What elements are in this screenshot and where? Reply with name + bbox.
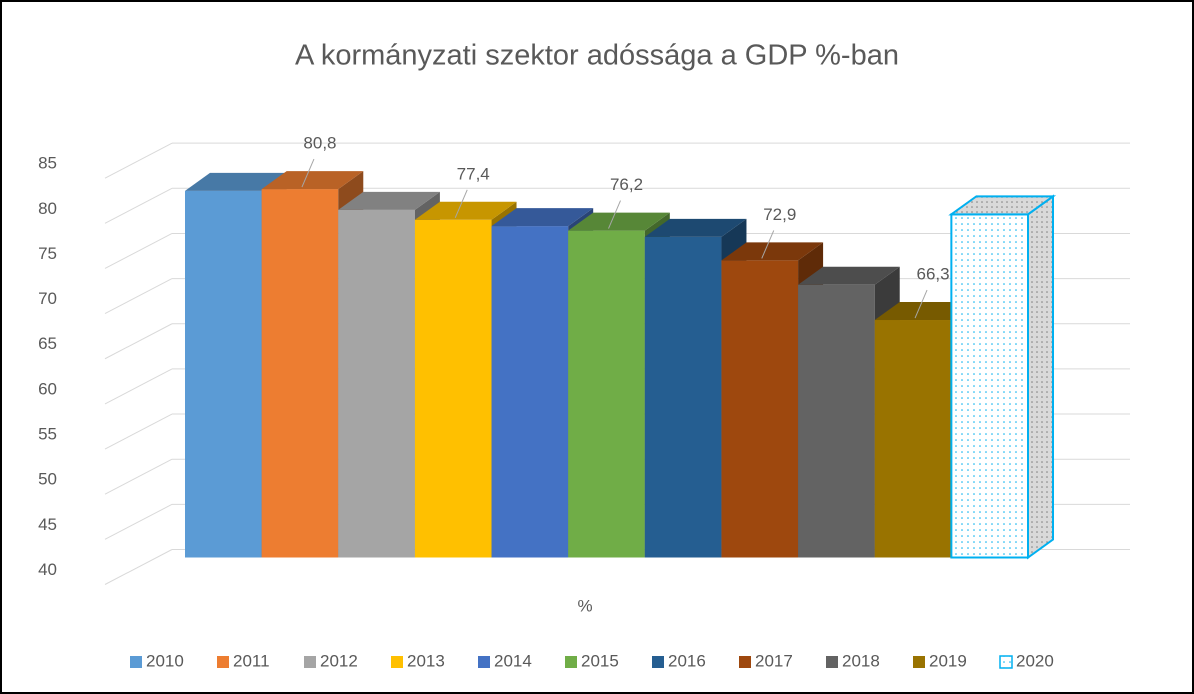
leader-line bbox=[608, 200, 621, 229]
legend-label: 2014 bbox=[494, 651, 532, 670]
legend-label: 2018 bbox=[842, 651, 880, 670]
legend-swatch bbox=[913, 656, 925, 668]
y-tick-label: 60 bbox=[38, 379, 57, 398]
bar-front bbox=[721, 260, 799, 558]
bar-top bbox=[568, 212, 670, 231]
bar-front bbox=[261, 189, 339, 558]
legend-swatch bbox=[826, 656, 838, 668]
legend-label: 2012 bbox=[320, 651, 358, 670]
bar-front bbox=[950, 213, 1030, 559]
x-category-label: % bbox=[577, 596, 592, 615]
leader-line bbox=[301, 158, 315, 188]
legend-swatch bbox=[478, 656, 490, 668]
legend-swatch bbox=[304, 656, 316, 668]
bar-top bbox=[414, 201, 517, 220]
data-label: 80,8 bbox=[303, 134, 336, 153]
legend-label: 2010 bbox=[146, 651, 184, 670]
y-tick-label: 80 bbox=[38, 199, 57, 218]
bar-top bbox=[798, 266, 900, 285]
legend-label: 2015 bbox=[581, 651, 619, 670]
grid-line bbox=[104, 233, 173, 269]
grid-line bbox=[104, 323, 173, 360]
bar-front bbox=[874, 320, 952, 558]
legend-swatch bbox=[565, 656, 577, 668]
y-tick-label: 75 bbox=[38, 244, 57, 263]
grid-line bbox=[104, 503, 173, 540]
bar-front bbox=[185, 190, 262, 558]
bar-top bbox=[491, 208, 594, 227]
data-label: 66,3 bbox=[916, 264, 949, 283]
grid-line bbox=[104, 278, 173, 315]
grid-line bbox=[104, 549, 173, 585]
bar-top bbox=[338, 191, 440, 210]
bar-top bbox=[261, 171, 364, 190]
grid-line bbox=[104, 458, 173, 495]
y-tick-label: 45 bbox=[38, 515, 57, 534]
y-tick-label: 70 bbox=[38, 289, 57, 308]
leader-line bbox=[454, 189, 468, 218]
legend-label: 2017 bbox=[755, 651, 793, 670]
legend-label: 2013 bbox=[407, 651, 445, 670]
bar-top bbox=[185, 172, 287, 191]
bar-front bbox=[338, 209, 415, 558]
data-label: 77,4 bbox=[457, 164, 490, 183]
legend-swatch bbox=[652, 656, 664, 668]
bar-front bbox=[798, 284, 875, 558]
legend-label: 2019 bbox=[929, 651, 967, 670]
leader-line bbox=[914, 289, 928, 319]
grid-line bbox=[104, 413, 173, 450]
legend-swatch bbox=[130, 656, 142, 668]
bar-top bbox=[644, 218, 747, 237]
legend-swatch bbox=[217, 656, 229, 668]
legend-label: 2020 bbox=[1016, 651, 1054, 670]
bar-top bbox=[948, 195, 1057, 216]
legend-swatch bbox=[739, 656, 751, 668]
legend-swatch bbox=[999, 655, 1013, 669]
legend-label: 2011 bbox=[233, 651, 270, 670]
bar-top bbox=[721, 242, 824, 261]
legend-swatch bbox=[391, 656, 403, 668]
bar-front bbox=[491, 226, 569, 558]
y-tick-label: 40 bbox=[38, 560, 57, 579]
data-label: 76,2 bbox=[610, 175, 643, 194]
y-tick-label: 55 bbox=[38, 425, 57, 444]
grid-line bbox=[104, 368, 173, 405]
data-label: 72,9 bbox=[763, 205, 796, 224]
grid-line bbox=[104, 187, 173, 224]
bar-front bbox=[644, 236, 722, 558]
chart-title: A kormányzati szektor adóssága a GDP %-b… bbox=[295, 40, 899, 72]
leader-line bbox=[761, 230, 775, 259]
bar-side bbox=[1027, 194, 1054, 560]
y-tick-label: 65 bbox=[38, 334, 57, 353]
bar-front bbox=[568, 230, 645, 558]
y-tick-label: 85 bbox=[38, 154, 57, 173]
legend-label: 2016 bbox=[668, 651, 706, 670]
y-tick-label: 50 bbox=[38, 470, 57, 489]
bar-front bbox=[414, 219, 492, 558]
grid-line bbox=[104, 142, 173, 179]
